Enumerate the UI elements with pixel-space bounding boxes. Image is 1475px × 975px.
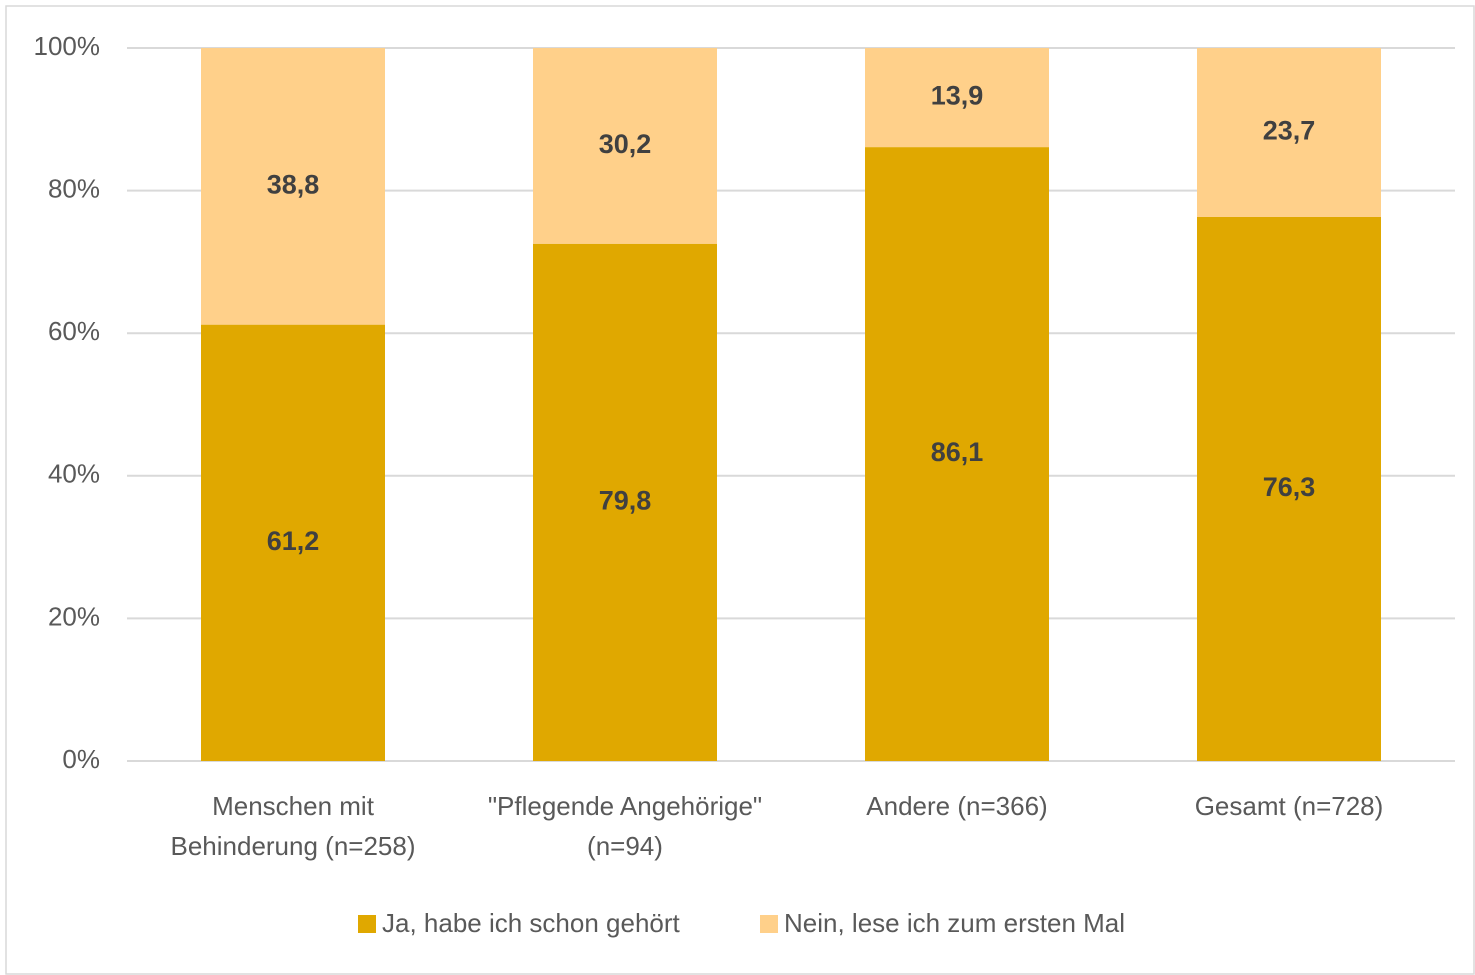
data-label: 38,8 bbox=[267, 169, 320, 199]
y-tick-label: 60% bbox=[48, 316, 100, 346]
data-label: 61,2 bbox=[267, 526, 320, 556]
legend-swatch bbox=[358, 915, 376, 933]
data-label: 79,8 bbox=[599, 486, 652, 516]
y-tick-label: 80% bbox=[48, 173, 100, 203]
data-label: 76,3 bbox=[1263, 472, 1316, 502]
x-tick-label: Menschen mit Behinderung (n=258) bbox=[170, 791, 416, 861]
y-tick-label: 20% bbox=[48, 601, 100, 631]
bar-segment bbox=[865, 147, 1049, 761]
data-label: 86,1 bbox=[931, 437, 984, 467]
bar-segment bbox=[1197, 48, 1381, 217]
y-tick-label: 0% bbox=[62, 744, 100, 774]
bar-segment bbox=[201, 324, 385, 761]
bar-segment bbox=[533, 48, 717, 244]
bar-segment bbox=[865, 48, 1049, 148]
x-tick-label: "Pflegende Angehörige" (n=94) bbox=[487, 791, 763, 861]
bar-segment bbox=[533, 243, 717, 761]
x-tick-label: Gesamt (n=728) bbox=[1194, 791, 1384, 821]
legend-label: Ja, habe ich schon gehört bbox=[382, 908, 681, 938]
data-label: 23,7 bbox=[1263, 116, 1316, 146]
x-tick-label: Andere (n=366) bbox=[866, 791, 1048, 821]
bar-segment bbox=[201, 48, 385, 325]
bar-segment bbox=[1197, 216, 1381, 761]
y-tick-label: 40% bbox=[48, 459, 100, 489]
legend-swatch bbox=[760, 915, 778, 933]
data-label: 13,9 bbox=[931, 81, 984, 111]
y-tick-label: 100% bbox=[34, 31, 101, 61]
legend-label: Nein, lese ich zum ersten Mal bbox=[784, 908, 1125, 938]
data-label: 30,2 bbox=[599, 129, 652, 159]
